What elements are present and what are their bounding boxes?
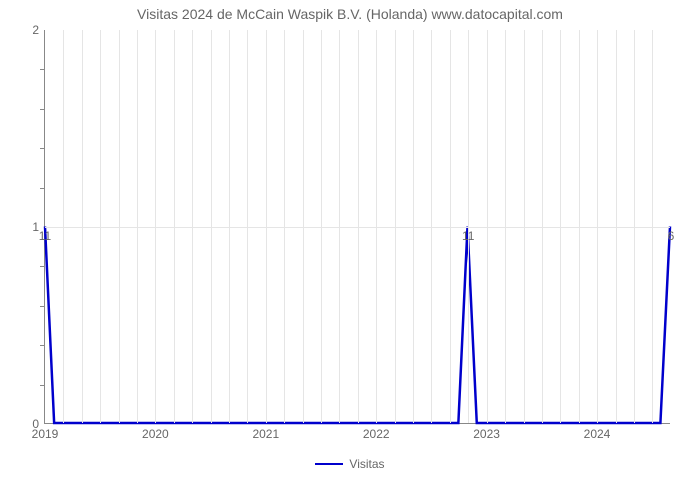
point-label: 6	[668, 229, 675, 243]
y-minor-tick	[40, 345, 45, 346]
chart-container: Visitas 2024 de McCain Waspik B.V. (Hola…	[0, 0, 700, 500]
x-tick-label: 2021	[252, 423, 279, 441]
x-tick-label: 2023	[473, 423, 500, 441]
y-minor-tick	[40, 188, 45, 189]
y-tick-label: 2	[32, 23, 45, 37]
legend-swatch	[315, 463, 343, 465]
legend-label: Visitas	[349, 457, 384, 471]
x-tick-label: 2022	[363, 423, 390, 441]
y-minor-tick	[40, 385, 45, 386]
gridline-horizontal	[45, 227, 670, 228]
y-minor-tick	[40, 306, 45, 307]
y-minor-tick	[40, 148, 45, 149]
point-label: 11	[39, 229, 51, 243]
x-tick-label: 2024	[584, 423, 611, 441]
chart-title: Visitas 2024 de McCain Waspik B.V. (Hola…	[0, 6, 700, 22]
legend: Visitas	[0, 456, 700, 471]
x-tick-label: 2019	[32, 423, 59, 441]
y-minor-tick	[40, 69, 45, 70]
y-minor-tick	[40, 109, 45, 110]
x-tick-label: 2020	[142, 423, 169, 441]
plot-area: 01220192020202120222023202411116	[44, 30, 670, 424]
point-label: 11	[462, 229, 474, 243]
y-minor-tick	[40, 266, 45, 267]
